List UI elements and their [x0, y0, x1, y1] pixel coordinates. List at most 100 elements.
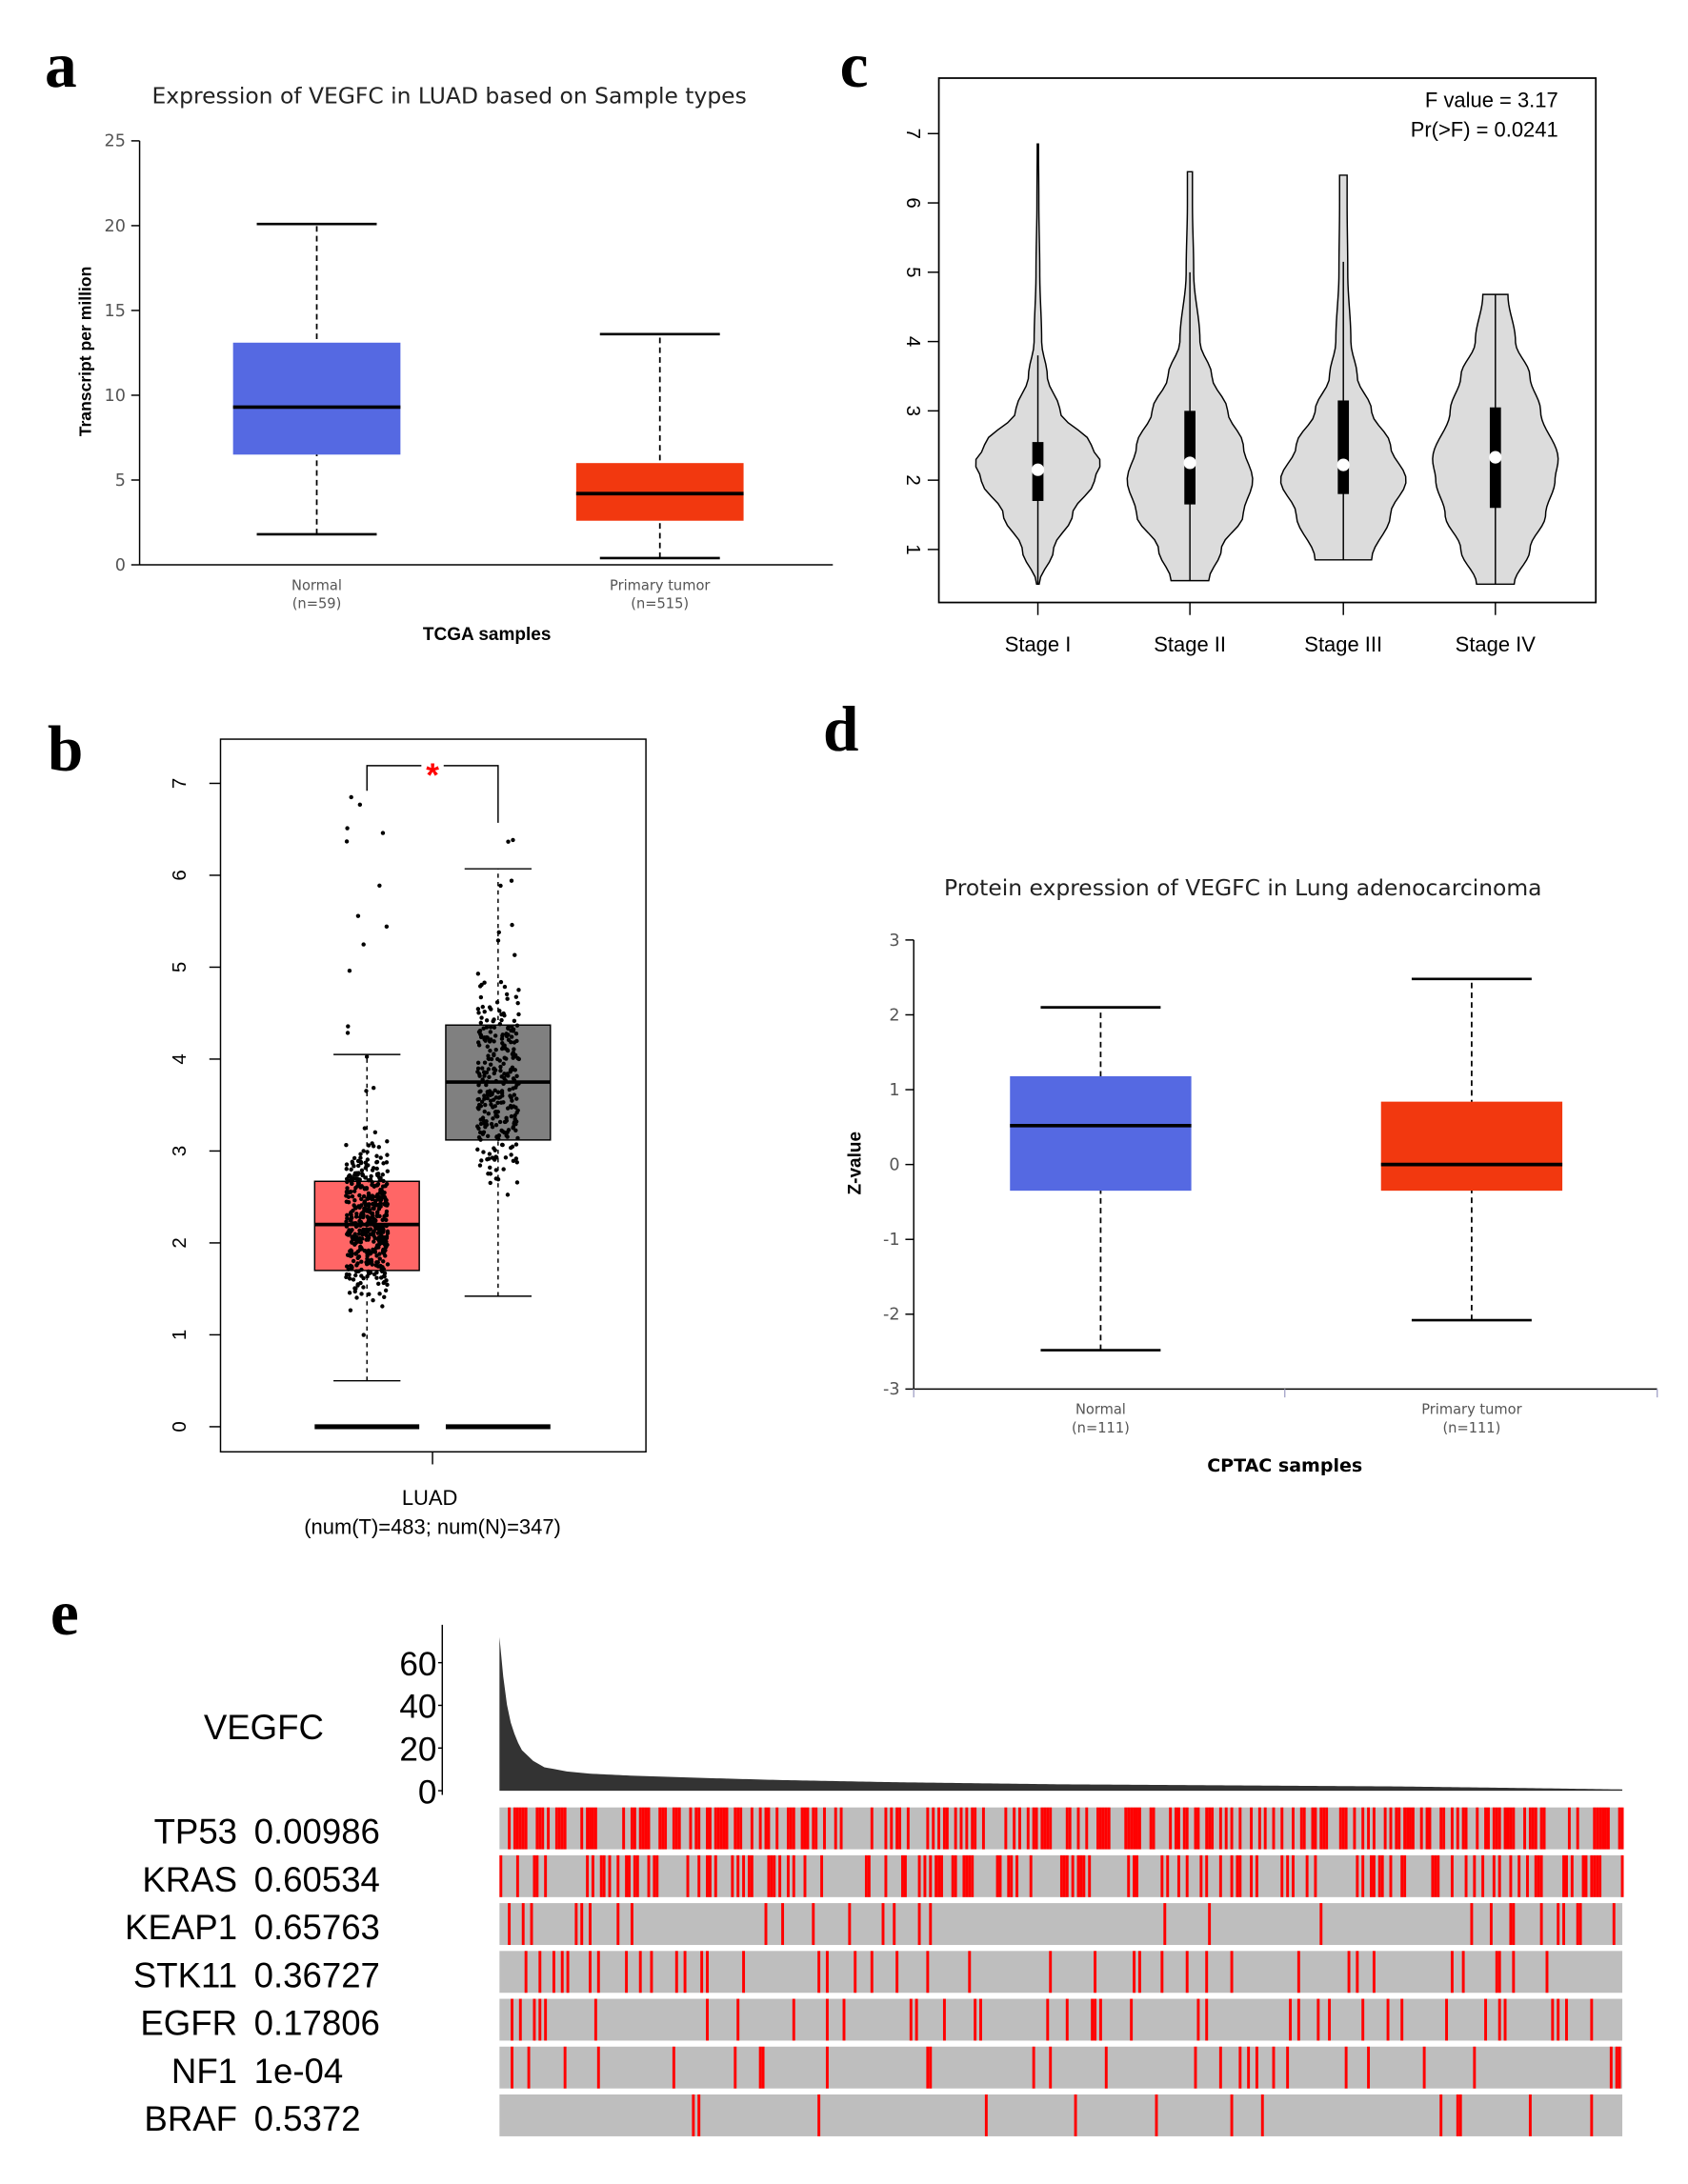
data-point	[492, 1025, 497, 1030]
mutation-mark	[1403, 1807, 1407, 1850]
data-point	[506, 1037, 512, 1043]
mutation-mark	[708, 1807, 712, 1850]
data-point	[495, 1113, 500, 1119]
data-point	[495, 1100, 500, 1105]
mutation-mark	[1609, 2046, 1613, 2089]
mutation-mark	[1495, 1951, 1498, 1994]
mutation-mark	[1528, 1807, 1532, 1850]
mutation-mark	[1395, 1807, 1398, 1850]
data-point	[478, 994, 484, 1000]
mutation-mark	[742, 1854, 746, 1897]
mutation-mark	[971, 1807, 975, 1850]
data-point	[501, 1081, 506, 1087]
data-point	[514, 1119, 519, 1124]
mutation-mark	[1437, 1854, 1440, 1897]
mutation-mark	[1534, 1854, 1537, 1897]
mutation-mark	[1013, 1807, 1016, 1850]
mutation-mark	[1528, 2094, 1532, 2136]
mutation-mark	[1576, 1807, 1579, 1850]
y-tick-label: 6	[902, 197, 924, 208]
data-point	[379, 1268, 385, 1273]
mutation-mark	[926, 1951, 930, 1994]
mutation-mark	[923, 1854, 927, 1897]
data-point	[501, 1043, 506, 1049]
data-point	[344, 1219, 349, 1224]
mutation-mark	[593, 1998, 597, 2041]
mutation-mark	[616, 1903, 620, 1946]
mutation-mark	[786, 1854, 790, 1897]
mutation-mark	[750, 1854, 754, 1897]
data-point	[484, 1082, 489, 1088]
data-point	[384, 1235, 390, 1241]
data-point	[350, 1194, 355, 1199]
mutation-mark	[1450, 1854, 1454, 1897]
mutation-mark	[1497, 1807, 1501, 1850]
row-gene-label: KRAS	[142, 1860, 237, 1899]
mutation-mark	[1094, 1998, 1097, 2041]
mutation-mark	[1272, 2046, 1276, 2089]
data-point	[500, 1033, 505, 1038]
data-point	[488, 1062, 493, 1067]
mutation-mark	[934, 1854, 938, 1897]
data-point	[381, 1178, 386, 1184]
data-point	[355, 1255, 360, 1261]
data-point	[489, 1102, 493, 1107]
mutation-mark	[929, 2046, 933, 2089]
mutation-mark	[1590, 2094, 1594, 2136]
data-point	[350, 1265, 354, 1270]
mutation-mark	[1615, 2046, 1618, 2089]
data-point	[353, 1251, 358, 1256]
mutation-mark	[538, 1807, 542, 1850]
mutation-mark	[563, 2046, 567, 2089]
mutation-mark	[1461, 1951, 1465, 1994]
plot-frame	[219, 738, 647, 1453]
mutation-mark	[954, 1854, 957, 1897]
mutation-mark	[499, 1854, 503, 1897]
x-tick-label: Stage I	[1005, 632, 1072, 656]
data-point	[507, 1087, 512, 1092]
data-point	[494, 1000, 500, 1005]
y-tick-label: 6	[169, 870, 191, 880]
data-point	[488, 1172, 493, 1176]
mutation-mark	[1456, 1807, 1459, 1850]
data-point	[353, 1272, 358, 1278]
mutation-mark	[725, 1807, 729, 1850]
mutation-mark	[1098, 1998, 1102, 2041]
mutation-mark	[1576, 1903, 1579, 1946]
data-point	[504, 1133, 509, 1138]
data-point	[370, 1141, 374, 1146]
data-point	[375, 1182, 380, 1188]
row-p-value: 0.5372	[254, 2099, 361, 2138]
mutation-mark	[644, 1807, 648, 1850]
data-point	[384, 1217, 389, 1223]
data-point	[516, 988, 521, 992]
data-point	[361, 942, 366, 947]
mutation-mark	[1503, 1998, 1507, 2041]
data-point	[512, 1047, 516, 1052]
violin-median-dot	[1336, 458, 1350, 471]
data-point	[371, 1230, 376, 1235]
data-point	[357, 1177, 362, 1182]
mutation-mark	[1509, 1854, 1513, 1897]
mutation-mark	[622, 1807, 626, 1850]
data-point	[368, 1252, 372, 1256]
mutation-mark	[1328, 1998, 1332, 2041]
mutation-mark	[1531, 1807, 1535, 1850]
mutation-mark	[764, 1903, 768, 1946]
mutation-mark	[1208, 1807, 1212, 1850]
mutation-mark	[1015, 1854, 1019, 1897]
data-point	[485, 1044, 491, 1049]
mutation-mark	[1338, 1807, 1342, 1850]
data-point	[496, 930, 501, 935]
mutation-mark	[1255, 2046, 1258, 2089]
data-point	[375, 1260, 380, 1265]
data-point	[513, 994, 519, 999]
data-point	[354, 1263, 359, 1268]
data-point	[478, 1089, 483, 1093]
data-point	[505, 1192, 511, 1197]
mutation-mark	[1450, 1951, 1454, 1994]
data-point	[501, 1167, 506, 1172]
data-point	[479, 1099, 485, 1105]
y-tick-label: 0	[115, 556, 126, 575]
mutation-mark	[511, 2046, 513, 2089]
